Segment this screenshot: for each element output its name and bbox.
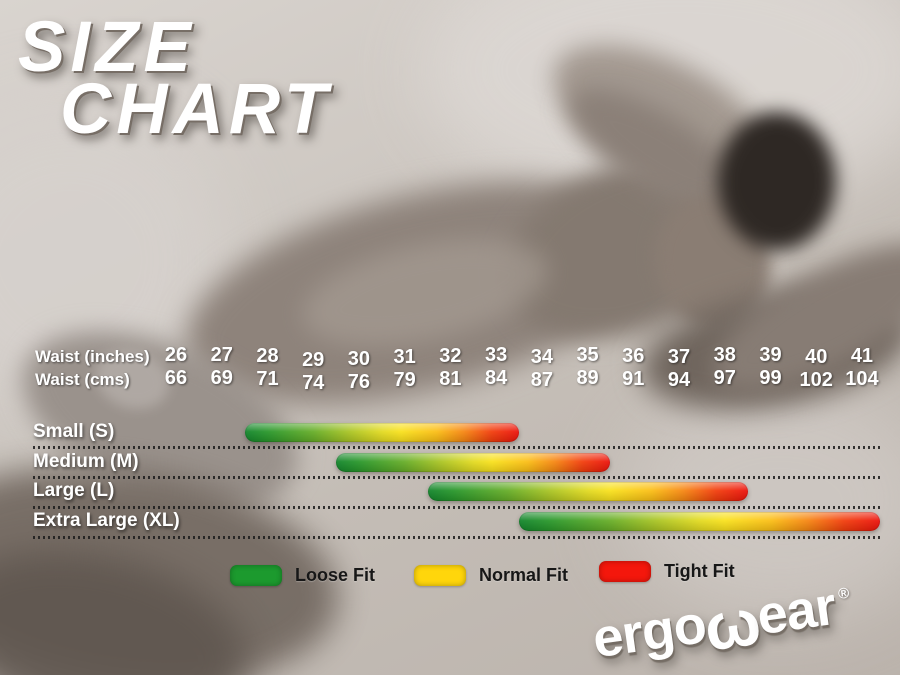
waist-inches-value: 29 (302, 349, 325, 371)
waist-inches-value: 26 (164, 344, 188, 366)
waist-cms-value: 66 (164, 367, 188, 389)
waist-cms-value: 97 (713, 367, 736, 389)
waist-inches-value: 36 (622, 345, 645, 367)
waist-cms-label: Waist (cms) (35, 370, 130, 389)
dotted-separator (33, 446, 880, 449)
waist-inches-value: 35 (576, 344, 599, 366)
page-title-line-chart: CHART (60, 70, 333, 149)
legend-item: Tight Fit (599, 561, 735, 582)
waist-cms-value: 87 (530, 369, 553, 391)
size-row-label: Extra Large (XL) (33, 510, 180, 531)
waist-cms-value: 89 (576, 367, 599, 389)
waist-inches-value: 31 (393, 346, 416, 368)
waist-cms-value: 99 (759, 367, 782, 389)
dotted-separator (33, 476, 880, 479)
waist-cms-value: 104 (845, 368, 879, 390)
legend-label: Loose Fit (295, 565, 375, 585)
size-range-bar (427, 482, 748, 501)
waist-cms-value: 69 (210, 367, 233, 389)
legend-swatch-normal-fit (414, 565, 466, 586)
waist-inches-value: 40 (805, 346, 828, 368)
waist-cms-value: 84 (484, 367, 508, 389)
legend-item: Normal Fit (414, 565, 568, 586)
logo-text-ear: ear (753, 575, 839, 647)
waist-cms-value: 74 (302, 372, 325, 394)
waist-cms-value: 102 (799, 369, 833, 391)
waist-inches-value: 33 (484, 344, 508, 366)
waist-inches-value: 28 (256, 345, 279, 367)
legend-swatch-tight-fit (599, 561, 651, 582)
size-row-label: Small (S) (33, 421, 115, 442)
size-range-bar (244, 423, 519, 442)
waist-inches-value: 27 (210, 344, 233, 366)
page-title-line-size: SIZE (18, 8, 196, 87)
photo-shape-hair (718, 112, 836, 250)
size-row-label: Medium (M) (33, 451, 139, 472)
waist-cms-value: 91 (622, 368, 645, 390)
waist-cms-value: 71 (256, 368, 279, 390)
dotted-separator (33, 506, 880, 509)
legend-swatch-loose-fit (230, 565, 282, 586)
waist-inches-value: 30 (347, 348, 371, 370)
waist-inches-value: 37 (667, 346, 691, 368)
size-range-bar (336, 453, 611, 472)
waist-inches-value: 39 (759, 344, 782, 366)
waist-cms-value: 81 (439, 368, 462, 390)
size-range-bar (518, 512, 881, 531)
waist-cms-value: 76 (347, 371, 371, 393)
legend-item: Loose Fit (230, 565, 375, 586)
waist-inches-value: 41 (850, 345, 874, 367)
waist-inches-value: 38 (713, 344, 736, 366)
dotted-separator (33, 536, 880, 539)
waist-inches-value: 34 (530, 346, 553, 368)
waist-cms-value: 79 (393, 369, 416, 391)
waist-cms-value: 94 (667, 369, 691, 391)
waist-inches-value: 32 (439, 345, 462, 367)
registered-trademark-icon: ® (837, 584, 851, 603)
legend-label: Normal Fit (479, 565, 569, 585)
legend-label: Tight Fit (664, 561, 735, 581)
size-row-label: Large (L) (33, 480, 115, 501)
waist-inches-label: Waist (inches) (35, 347, 150, 366)
logo-text-ergo: ergo (589, 594, 710, 670)
